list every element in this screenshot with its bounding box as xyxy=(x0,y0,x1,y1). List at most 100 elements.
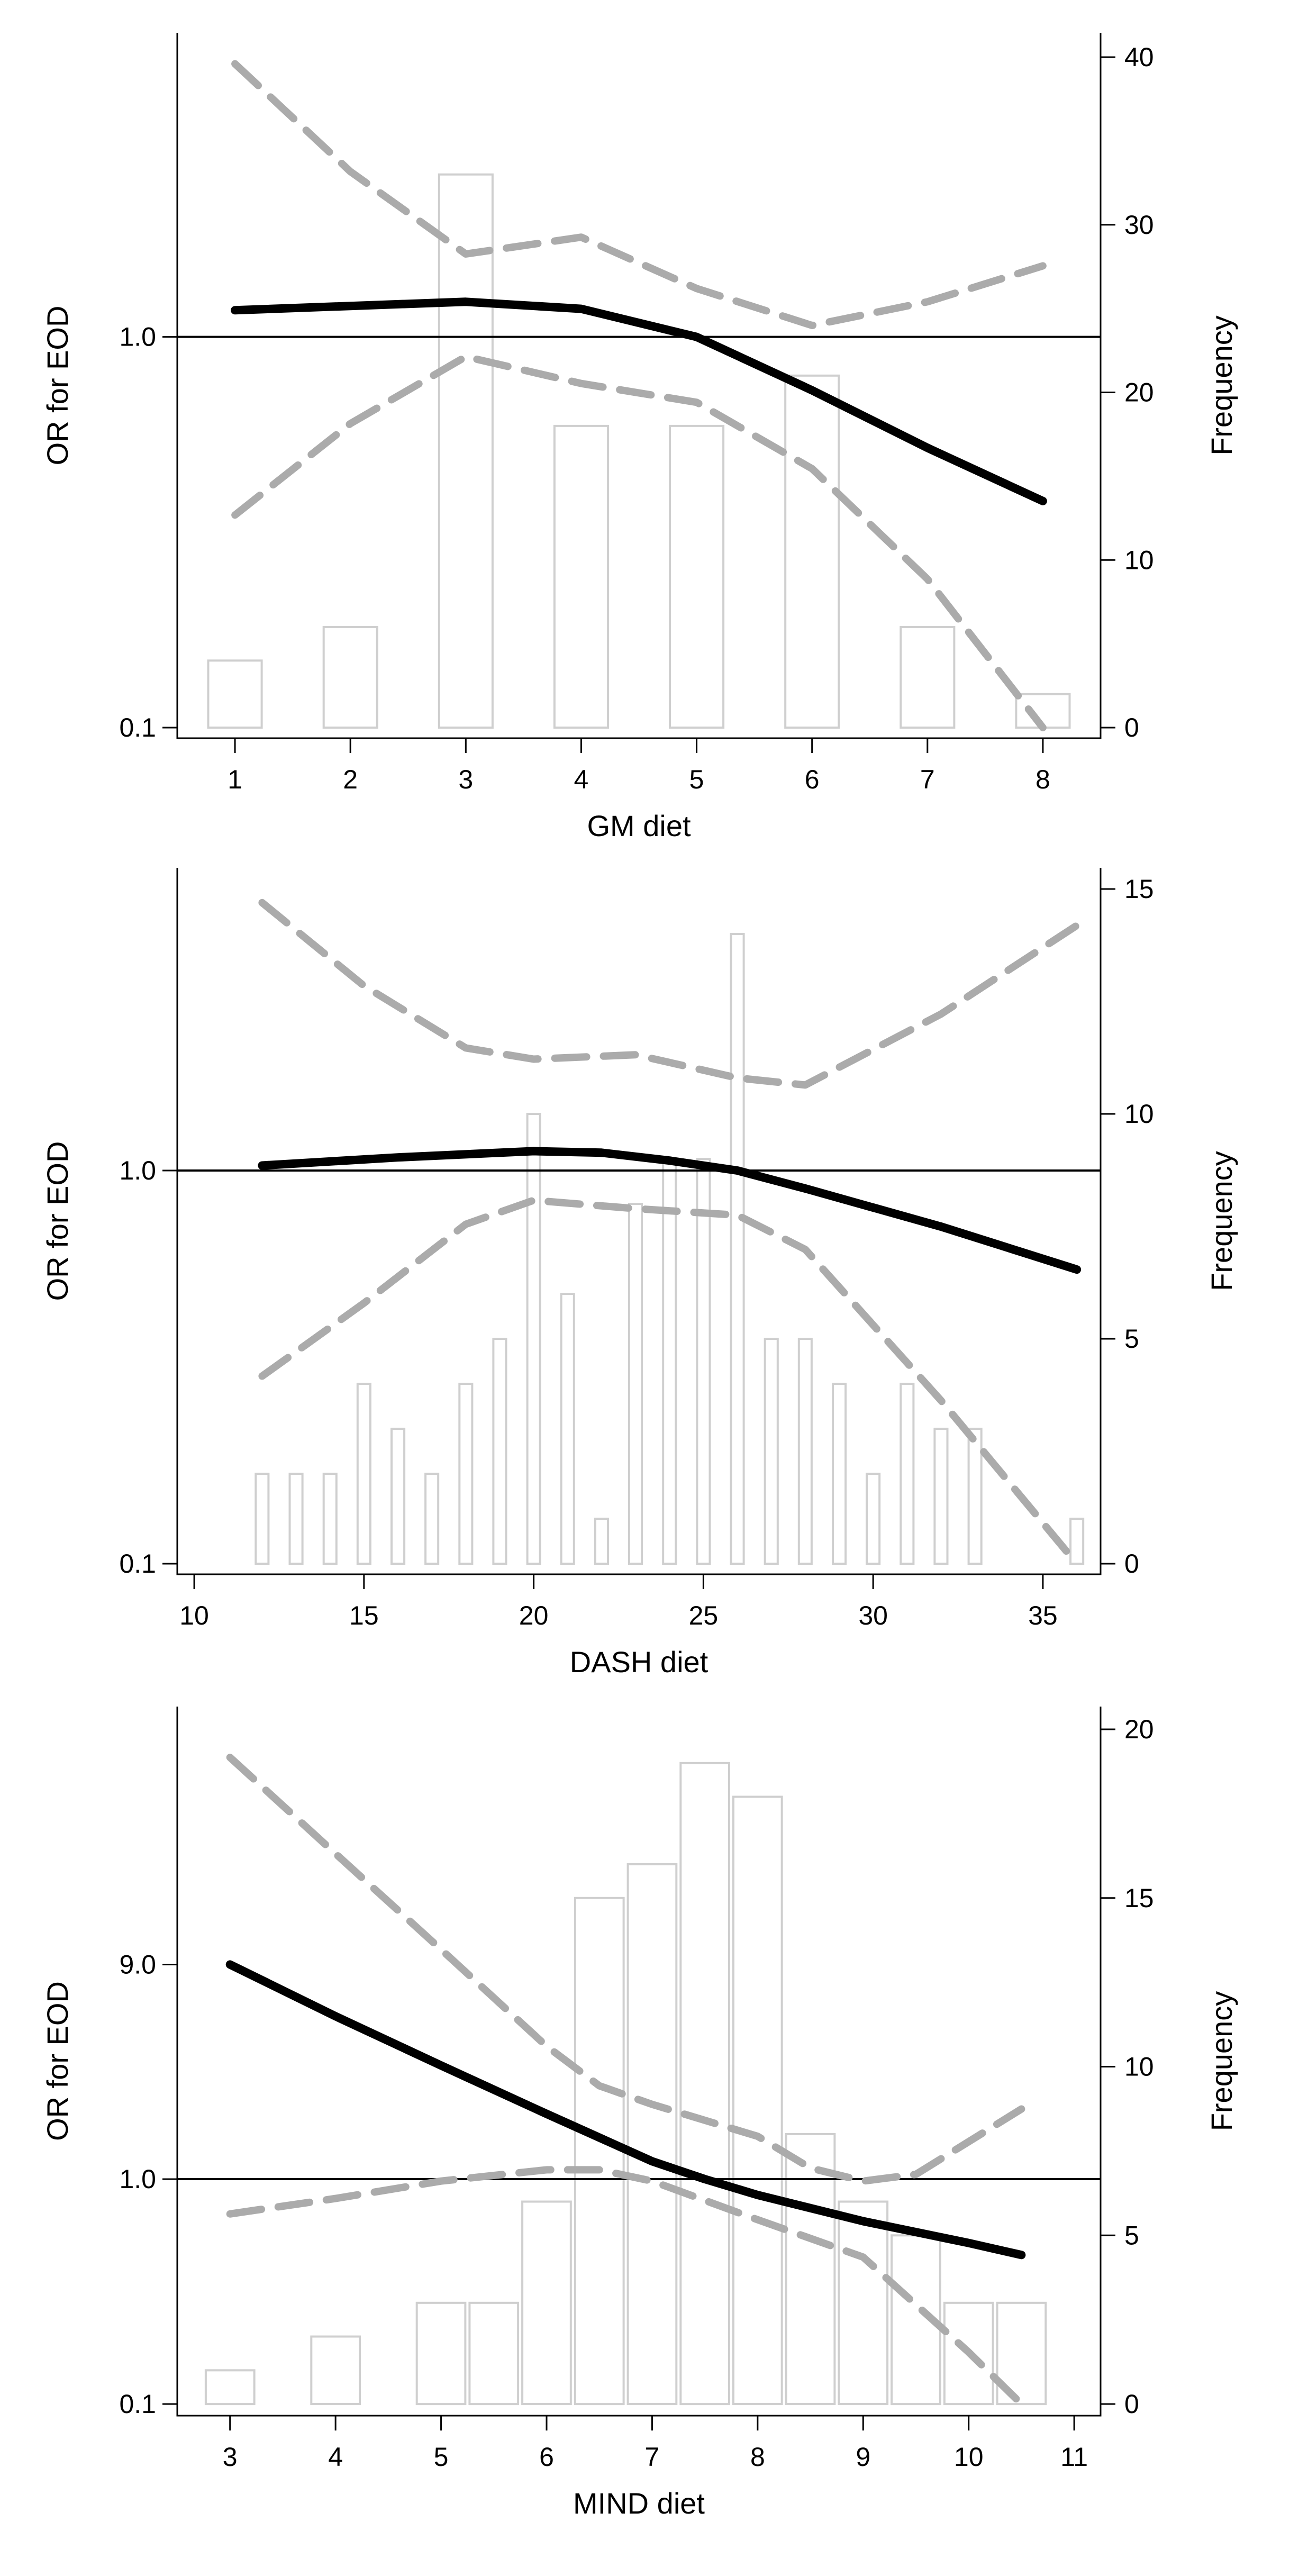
left-tick-label-gm-1.0: 1.0 xyxy=(119,322,156,352)
right-tick-label-dash-0: 0 xyxy=(1124,1549,1139,1579)
odds-ratio-line-mind xyxy=(225,1960,1026,2260)
odds-ratio-line-gm xyxy=(231,297,1047,505)
x-tick-label-dash-15: 15 xyxy=(349,1601,379,1630)
upper-ci-line-mind xyxy=(226,1754,1025,2185)
x-tick-label-gm-5: 5 xyxy=(689,765,704,794)
histogram-bar-gm-5 xyxy=(669,424,725,729)
right-axis-title-dash: Frequency xyxy=(1205,1151,1238,1291)
x-axis-title-mind: MIND diet xyxy=(573,2487,705,2520)
left-axis-ticks-mind: 0.1 1.0 9.0 xyxy=(119,1949,177,2419)
x-tick-label-dash-30: 30 xyxy=(858,1601,888,1630)
x-tick-label-gm-1: 1 xyxy=(228,765,242,794)
right-tick-label-dash-15: 15 xyxy=(1124,874,1154,904)
histogram-bar-mind-5.5 xyxy=(468,2301,520,2406)
panel-mind-diet: 3 4 5 6 7 8 9 10 11 0.1 1.0 9.0 0 5 10 15 20 MIND diet… xyxy=(41,1707,1238,2520)
left-axis-title-mind: OR for EOD xyxy=(41,1981,74,2141)
right-tick-label-mind-0: 0 xyxy=(1124,2389,1139,2419)
x-tick-label-dash-25: 25 xyxy=(689,1601,719,1630)
histogram-bar-gm-1 xyxy=(207,659,263,729)
histogram-bar-dash-31 xyxy=(900,1383,915,1565)
right-tick-label-gm-40: 40 xyxy=(1124,42,1154,72)
histogram-bars-gm xyxy=(207,173,1071,729)
x-tick-label-gm-4: 4 xyxy=(574,765,589,794)
histogram-bar-mind-10 xyxy=(943,2301,994,2406)
histogram-bar-gm-6 xyxy=(784,374,840,729)
x-tick-label-mind-9: 9 xyxy=(856,2442,870,2472)
x-tick-label-gm-6: 6 xyxy=(805,765,820,794)
histogram-bars-mind xyxy=(204,1762,1047,2406)
histogram-bar-dash-14 xyxy=(322,1473,338,1565)
histogram-bar-dash-29 xyxy=(832,1383,847,1565)
histogram-bar-dash-15 xyxy=(356,1383,371,1565)
x-tick-label-dash-35: 35 xyxy=(1028,1601,1058,1630)
right-tick-label-gm-0: 0 xyxy=(1124,713,1139,742)
panel-dash-diet: 10 15 20 25 30 35 0.1 1.0 0 5 10 15 DASH diet OR … xyxy=(41,868,1238,1679)
odds-ratio-line-dash xyxy=(258,1147,1082,1274)
right-tick-label-dash-10: 10 xyxy=(1124,1099,1154,1129)
histogram-bar-dash-20 xyxy=(526,1113,541,1565)
right-tick-label-gm-20: 20 xyxy=(1124,378,1154,407)
histogram-bar-mind-3 xyxy=(204,2369,256,2406)
histogram-bar-dash-25 xyxy=(696,1158,711,1565)
right-axis-ticks-gm: 0 10 20 30 40 xyxy=(1101,42,1154,742)
x-tick-label-gm-2: 2 xyxy=(343,765,358,794)
x-tick-label-mind-3: 3 xyxy=(223,2442,238,2472)
x-tick-label-dash-10: 10 xyxy=(179,1601,209,1630)
histogram-bar-dash-28 xyxy=(797,1338,813,1565)
histogram-bar-dash-33 xyxy=(967,1428,983,1565)
axes-frame-gm xyxy=(176,33,1102,739)
histogram-bar-dash-22 xyxy=(594,1518,610,1565)
histogram-bar-mind-5 xyxy=(415,2301,467,2406)
histogram-bar-mind-8.5 xyxy=(785,2133,836,2405)
histogram-bar-mind-7 xyxy=(626,1863,678,2405)
lower-ci-line-mind xyxy=(226,2166,1025,2408)
right-tick-label-gm-10: 10 xyxy=(1124,545,1154,575)
x-tick-label-mind-4: 4 xyxy=(328,2442,343,2472)
histogram-bar-dash-32 xyxy=(933,1428,949,1565)
upper-ci-line-dash xyxy=(258,899,1081,1089)
histogram-bar-dash-24 xyxy=(662,1158,677,1565)
histogram-bar-dash-36 xyxy=(1069,1518,1085,1565)
left-tick-label-dash-0.1: 0.1 xyxy=(119,1549,156,1579)
x-tick-label-mind-10: 10 xyxy=(954,2442,984,2472)
histogram-bar-dash-12 xyxy=(255,1473,270,1565)
histogram-bar-mind-4 xyxy=(310,2335,361,2405)
right-tick-label-mind-10: 10 xyxy=(1124,2052,1154,2082)
right-tick-label-mind-15: 15 xyxy=(1124,1883,1154,1913)
right-tick-label-dash-5: 5 xyxy=(1124,1324,1139,1354)
x-axis-ticks-mind: 3 4 5 6 7 8 9 10 11 xyxy=(223,2416,1088,2472)
axes-frame-dash xyxy=(176,868,1102,1575)
right-tick-label-mind-20: 20 xyxy=(1124,1715,1154,1744)
histogram-bar-dash-19 xyxy=(492,1338,507,1565)
x-axis-ticks-dash: 10 15 20 25 30 35 xyxy=(179,1574,1058,1630)
lower-ci-line-gm xyxy=(231,353,1047,731)
left-tick-label-gm-0.1: 0.1 xyxy=(119,713,156,742)
left-tick-label-mind-9.0: 9.0 xyxy=(119,1949,156,1979)
panel-gm-diet: 1 2 3 4 5 6 7 8 0.1 1.0 0 10 20 30 40 GM diet OR for… xyxy=(41,33,1238,842)
x-tick-label-mind-5: 5 xyxy=(434,2442,449,2472)
left-axis-ticks-gm: 0.1 1.0 xyxy=(119,322,177,742)
left-tick-label-mind-1.0: 1.0 xyxy=(119,2164,156,2194)
x-axis-ticks-gm: 1 2 3 4 5 6 7 8 xyxy=(228,738,1050,794)
histogram-bar-mind-9 xyxy=(838,2200,889,2405)
left-axis-title-gm: OR for EOD xyxy=(41,306,74,466)
histogram-bar-dash-17 xyxy=(424,1473,440,1565)
histogram-bar-dash-13 xyxy=(288,1473,304,1565)
histogram-bar-dash-30 xyxy=(866,1473,881,1565)
histogram-bar-gm-3 xyxy=(438,173,494,729)
right-tick-label-mind-5: 5 xyxy=(1124,2220,1139,2250)
lower-ci-line-dash xyxy=(258,1196,1081,1567)
left-axis-ticks-dash: 0.1 1.0 xyxy=(119,1156,177,1579)
histogram-bar-mind-6.5 xyxy=(574,1897,625,2406)
histogram-bars-dash xyxy=(255,933,1085,1565)
x-tick-label-dash-20: 20 xyxy=(519,1601,549,1630)
left-tick-label-dash-1.0: 1.0 xyxy=(119,1156,156,1185)
histogram-bar-mind-6 xyxy=(521,2200,572,2405)
histogram-bar-dash-26 xyxy=(730,933,745,1565)
x-tick-label-gm-7: 7 xyxy=(920,765,935,794)
histogram-bar-gm-7 xyxy=(900,626,956,729)
histogram-bar-dash-23 xyxy=(628,1203,643,1565)
right-axis-title-mind: Frequency xyxy=(1205,1991,1238,2131)
left-axis-title-dash: OR for EOD xyxy=(41,1141,74,1301)
right-axis-ticks-mind: 0 5 10 15 20 xyxy=(1101,1715,1154,2419)
